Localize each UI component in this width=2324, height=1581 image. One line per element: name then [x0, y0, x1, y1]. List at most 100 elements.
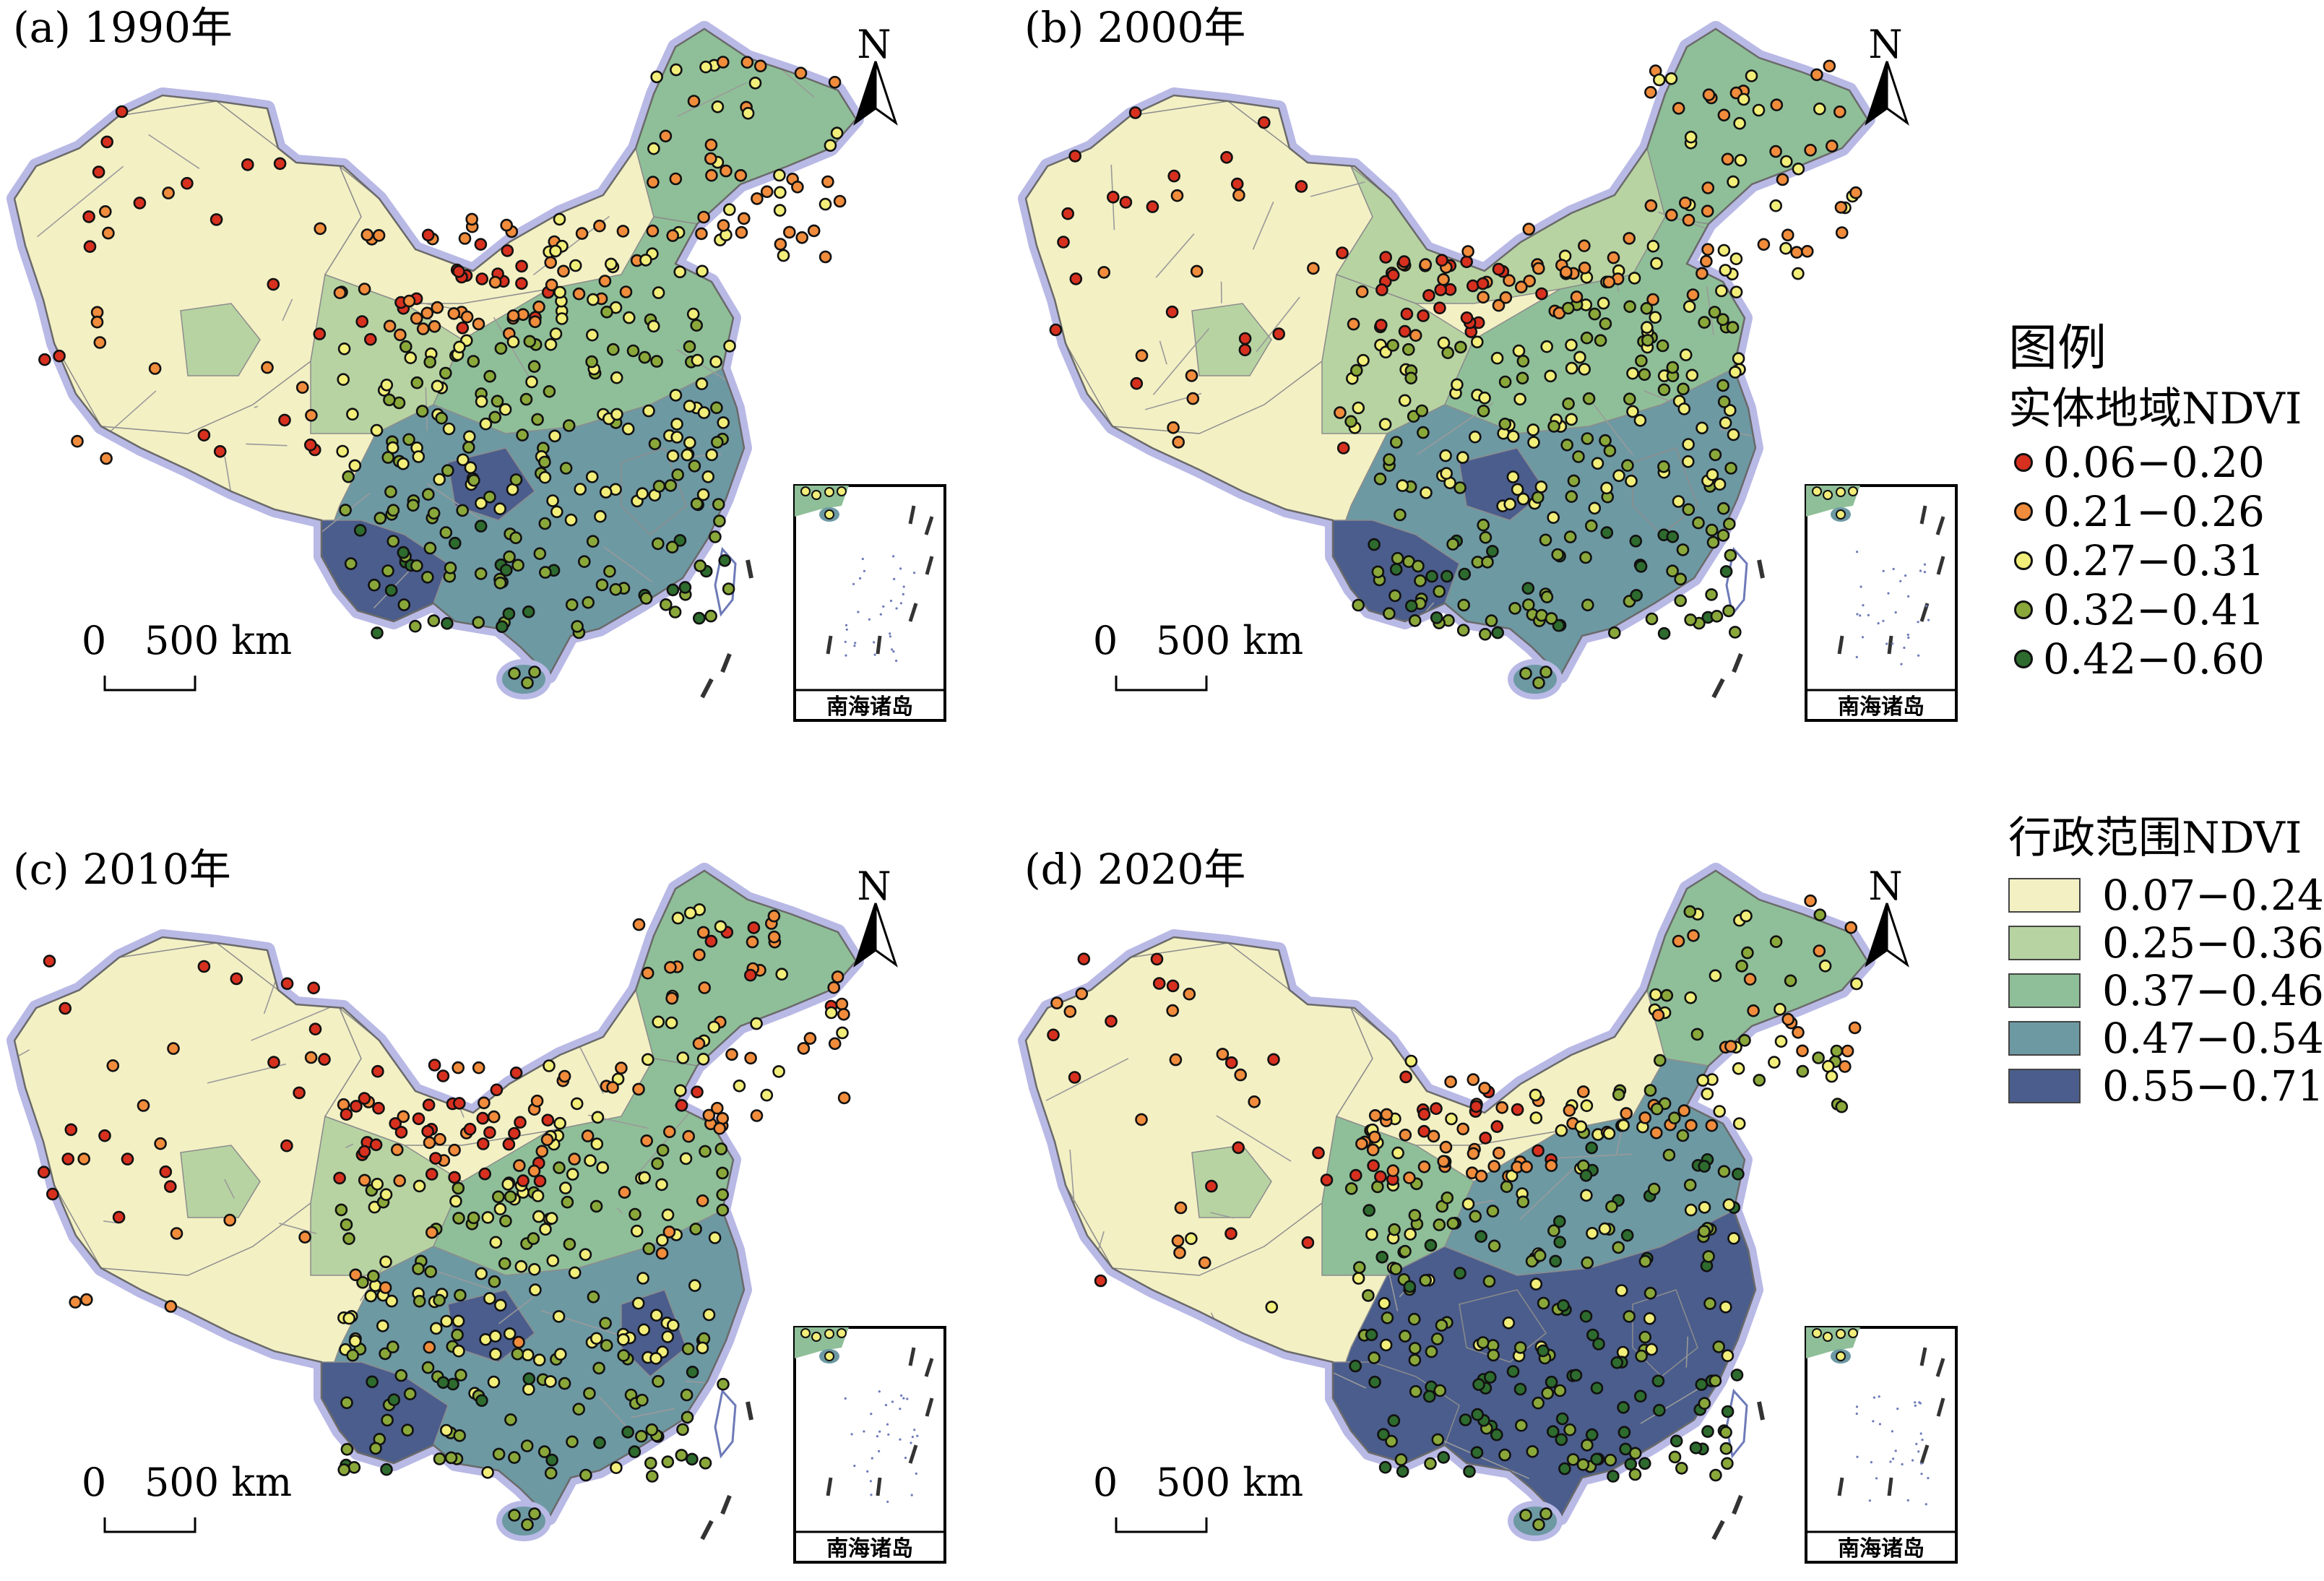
city-point: [77, 1153, 90, 1166]
city-point: [1224, 1227, 1237, 1241]
city-point: [1077, 952, 1091, 965]
city-point: [666, 229, 680, 242]
city-point: [429, 1152, 442, 1165]
city-point: [1597, 296, 1610, 310]
city-point: [1453, 481, 1466, 494]
city-point: [1620, 1228, 1634, 1242]
city-point: [1422, 1390, 1436, 1403]
north-label: N: [857, 863, 891, 909]
city-point: [696, 1052, 710, 1066]
city-point: [1689, 1441, 1703, 1455]
city-point: [380, 378, 394, 392]
city-point: [1492, 298, 1506, 312]
city-point: [1380, 1108, 1394, 1121]
boundary-line: [50, 1407, 135, 1433]
scale-label: 500 km: [1156, 618, 1303, 663]
city-point: [571, 620, 584, 633]
city-point: [1232, 189, 1245, 202]
city-point: [621, 422, 635, 436]
city-point: [1368, 1130, 1381, 1144]
city-point: [508, 1451, 521, 1464]
city-point: [1534, 480, 1548, 494]
legend-dot-icon: [2014, 600, 2033, 619]
city-point: [1479, 1132, 1493, 1145]
city-point: [1238, 343, 1252, 357]
city-point: [1729, 285, 1743, 299]
city-point: [1617, 1400, 1630, 1414]
city-point: [1532, 1518, 1545, 1531]
city-point: [383, 319, 397, 333]
boundary-line: [1216, 1115, 1292, 1162]
city-point: [442, 422, 456, 436]
city-point: [1130, 376, 1144, 390]
city-point: [617, 1349, 631, 1362]
city-point: [1555, 1412, 1569, 1426]
city-point: [1645, 612, 1659, 626]
city-point: [572, 1403, 586, 1416]
city-point: [1626, 405, 1639, 418]
city-point: [1478, 391, 1491, 405]
boundary-line: [1477, 975, 1530, 1022]
city-point: [714, 1142, 728, 1155]
city-point: [1830, 1044, 1844, 1058]
city-point: [399, 340, 412, 353]
city-point: [1094, 1274, 1107, 1288]
city-point: [1523, 275, 1537, 288]
city-point: [716, 1188, 730, 1202]
city-point: [671, 911, 685, 925]
city-point: [1716, 529, 1730, 542]
boundary-line: [816, 344, 834, 370]
city-point: [824, 1006, 838, 1020]
city-point: [1445, 1112, 1458, 1126]
city-point: [1471, 1408, 1485, 1421]
city-point: [164, 1300, 178, 1313]
city-point: [71, 434, 84, 448]
city-point: [1657, 626, 1671, 640]
city-point: [1477, 290, 1490, 304]
inset-map: 南海诸岛: [793, 484, 946, 722]
city-point: [436, 1376, 450, 1390]
city-point: [1419, 258, 1433, 271]
city-point: [1513, 1382, 1527, 1396]
city-point: [452, 1314, 465, 1328]
city-point: [472, 1061, 485, 1074]
city-point: [1721, 1405, 1735, 1418]
city-point: [1780, 155, 1793, 168]
legend-swatch: [2008, 1021, 2081, 1056]
city-point: [1581, 432, 1594, 445]
city-point: [564, 513, 578, 527]
city-point: [1420, 486, 1433, 499]
city-point: [433, 1293, 446, 1307]
city-point: [1607, 251, 1620, 264]
city-point: [370, 423, 384, 437]
city-point: [1516, 492, 1530, 506]
city-point: [295, 381, 309, 395]
city-point: [1677, 382, 1690, 396]
boundary-line: [1152, 328, 1210, 395]
city-point: [1514, 1418, 1528, 1432]
city-point: [1063, 1005, 1077, 1018]
city-point: [346, 1348, 360, 1362]
city-point: [435, 411, 449, 425]
city-point: [622, 311, 636, 324]
city-point: [1512, 344, 1526, 358]
city-point: [1498, 1448, 1511, 1462]
city-point: [574, 483, 587, 496]
city-point: [1446, 538, 1459, 551]
legend-area-item: 0.37−0.46: [2008, 966, 2324, 1015]
city-point: [1563, 1103, 1576, 1117]
city-point: [1379, 1338, 1393, 1352]
city-point: [723, 340, 736, 353]
city-point: [1776, 173, 1789, 186]
city-point: [223, 1213, 237, 1227]
city-point: [100, 452, 113, 465]
city-point: [431, 379, 444, 393]
legend-swatch: [2008, 878, 2081, 913]
city-point: [773, 204, 787, 217]
city-point: [1415, 404, 1429, 418]
city-point: [1652, 73, 1666, 87]
city-point: [197, 428, 211, 442]
city-point: [1678, 196, 1692, 210]
city-point: [642, 404, 655, 418]
city-point: [1435, 254, 1448, 267]
